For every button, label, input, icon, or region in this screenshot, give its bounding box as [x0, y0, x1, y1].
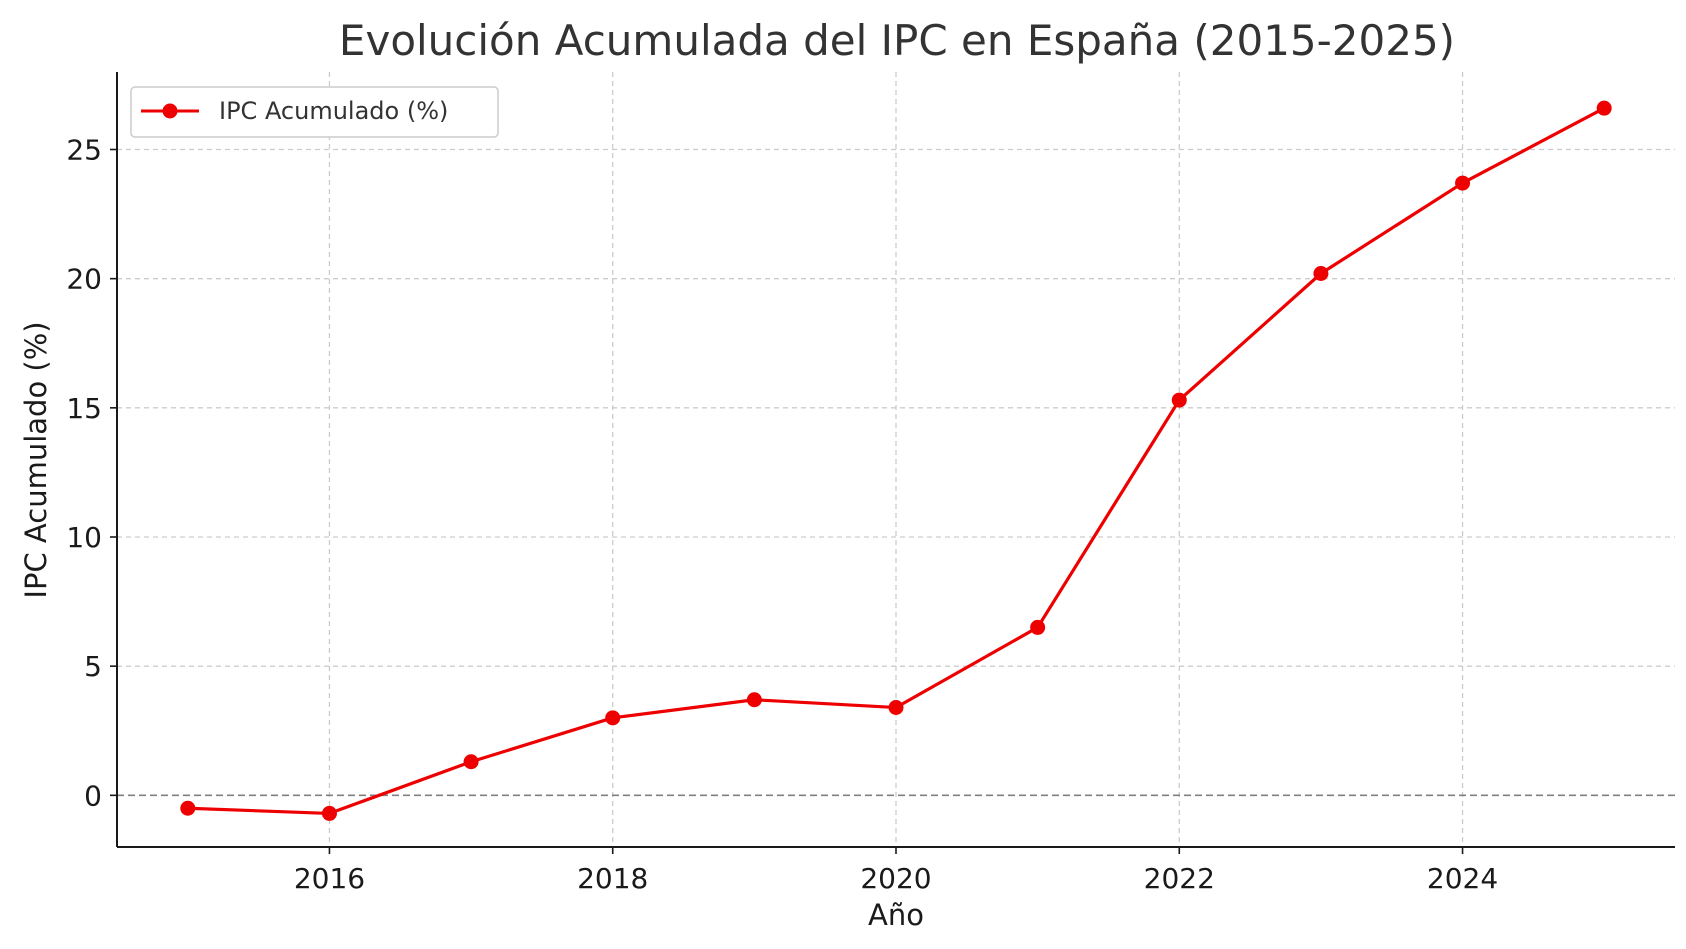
x-tick-label: 2020 [860, 862, 931, 895]
series-ipc [180, 100, 1612, 821]
y-tick-label: 20 [66, 263, 102, 296]
chart-title: Evolución Acumulada del IPC en España (2… [339, 16, 1455, 65]
data-point [888, 700, 904, 715]
data-point [180, 800, 196, 816]
legend-frame [130, 86, 499, 138]
x-tick-label: 2024 [1427, 862, 1498, 895]
x-axis-label: Año [868, 898, 924, 932]
y-grid [117, 148, 1675, 667]
data-point [746, 692, 762, 708]
legend: IPC Acumulado (%) [130, 86, 499, 138]
y-tick-label: 15 [66, 392, 102, 425]
data-point [1030, 619, 1046, 635]
legend-label: IPC Acumulado (%) [219, 97, 448, 125]
data-point [321, 805, 337, 821]
legend-marker-swatch [162, 103, 178, 119]
y-axis-label: IPC Acumulado (%) [19, 321, 53, 598]
y-tick-label: 0 [84, 779, 102, 812]
x-tick-label: 2022 [1144, 862, 1215, 895]
x-tick-label: 2016 [294, 862, 365, 895]
y-tick-label: 5 [84, 650, 102, 683]
data-point [1313, 266, 1329, 281]
x-axis-ticks: 2016 2018 2020 2022 2024 [294, 847, 1498, 895]
y-tick-label: 25 [66, 134, 102, 167]
y-axis-ticks: 0 5 10 15 20 25 [66, 134, 117, 812]
x-tick-label: 2018 [577, 862, 648, 895]
data-point [605, 710, 621, 726]
data-point [1171, 392, 1187, 408]
data-point [463, 754, 479, 770]
y-tick-label: 10 [66, 521, 102, 554]
x-grid [328, 72, 1464, 847]
data-point [1596, 100, 1612, 116]
data-point [1455, 175, 1471, 191]
